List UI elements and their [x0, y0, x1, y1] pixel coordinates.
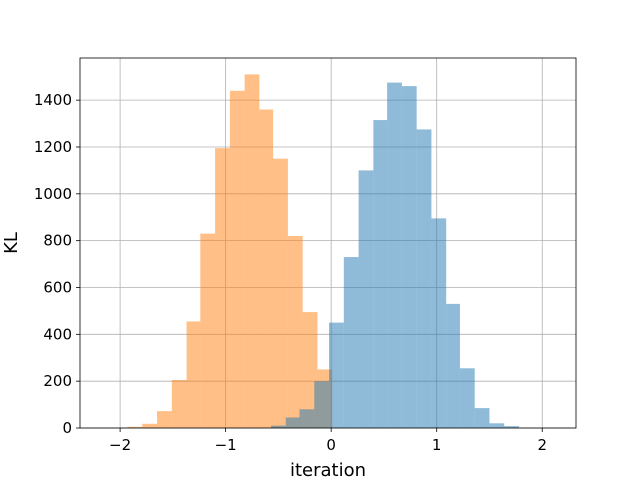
x-axis-label: iteration [290, 460, 366, 480]
histogram-bar [329, 322, 344, 428]
histogram-bar [387, 82, 402, 428]
histogram-bar [474, 408, 490, 428]
histogram-bar [171, 379, 187, 428]
y-axis-label: KL [1, 232, 22, 254]
histogram-bar [446, 303, 460, 428]
histogram-bar [244, 74, 260, 429]
histogram-bar [186, 321, 201, 428]
y-tick-label: 0 [62, 419, 72, 437]
histogram-bar [401, 86, 417, 429]
histogram-bar [127, 426, 143, 428]
y-tick-label: 1200 [34, 138, 72, 156]
histogram-bar [373, 120, 388, 429]
histogram-bar [273, 158, 288, 428]
plot-frame [79, 57, 577, 429]
x-tick-label: 1 [432, 436, 442, 454]
histogram-bar [299, 409, 315, 428]
histogram-bar [285, 417, 300, 428]
x-tick-label: 2 [537, 436, 547, 454]
histogram-bar [215, 148, 230, 428]
histogram-bar [489, 423, 505, 428]
histogram-bar [229, 90, 245, 428]
histogram-bar [358, 170, 374, 428]
histogram-bar [259, 109, 274, 429]
histogram-bar [157, 411, 172, 428]
histogram-bars [112, 74, 520, 429]
histogram-bar [431, 218, 447, 428]
y-tick-label: 1000 [34, 185, 72, 203]
y-tick-label: 200 [43, 372, 72, 390]
histogram-bar [302, 312, 318, 428]
histogram-bar [200, 233, 216, 428]
plot-area-background [80, 58, 576, 428]
x-tick-label: 0 [326, 436, 336, 454]
histogram-bar [287, 235, 303, 428]
y-tick-label: 1400 [34, 91, 72, 109]
y-tick-label: 600 [43, 278, 72, 296]
histogram-bar [271, 425, 286, 428]
y-tick-label: 400 [43, 325, 72, 343]
histogram-bar [504, 426, 520, 428]
histogram-bar [142, 423, 158, 428]
histogram-bar [459, 368, 475, 428]
histogram-bar [314, 381, 330, 428]
x-tick-label: −1 [215, 436, 237, 454]
histogram-bar [416, 129, 432, 428]
y-tick-label: 800 [43, 232, 72, 250]
histogram-bar [343, 257, 359, 428]
axis-ticks: −2 −1 0 1 2 0 200 400 600 800 1000 1200 1400 [34, 91, 547, 454]
x-tick-label: −2 [109, 436, 131, 454]
